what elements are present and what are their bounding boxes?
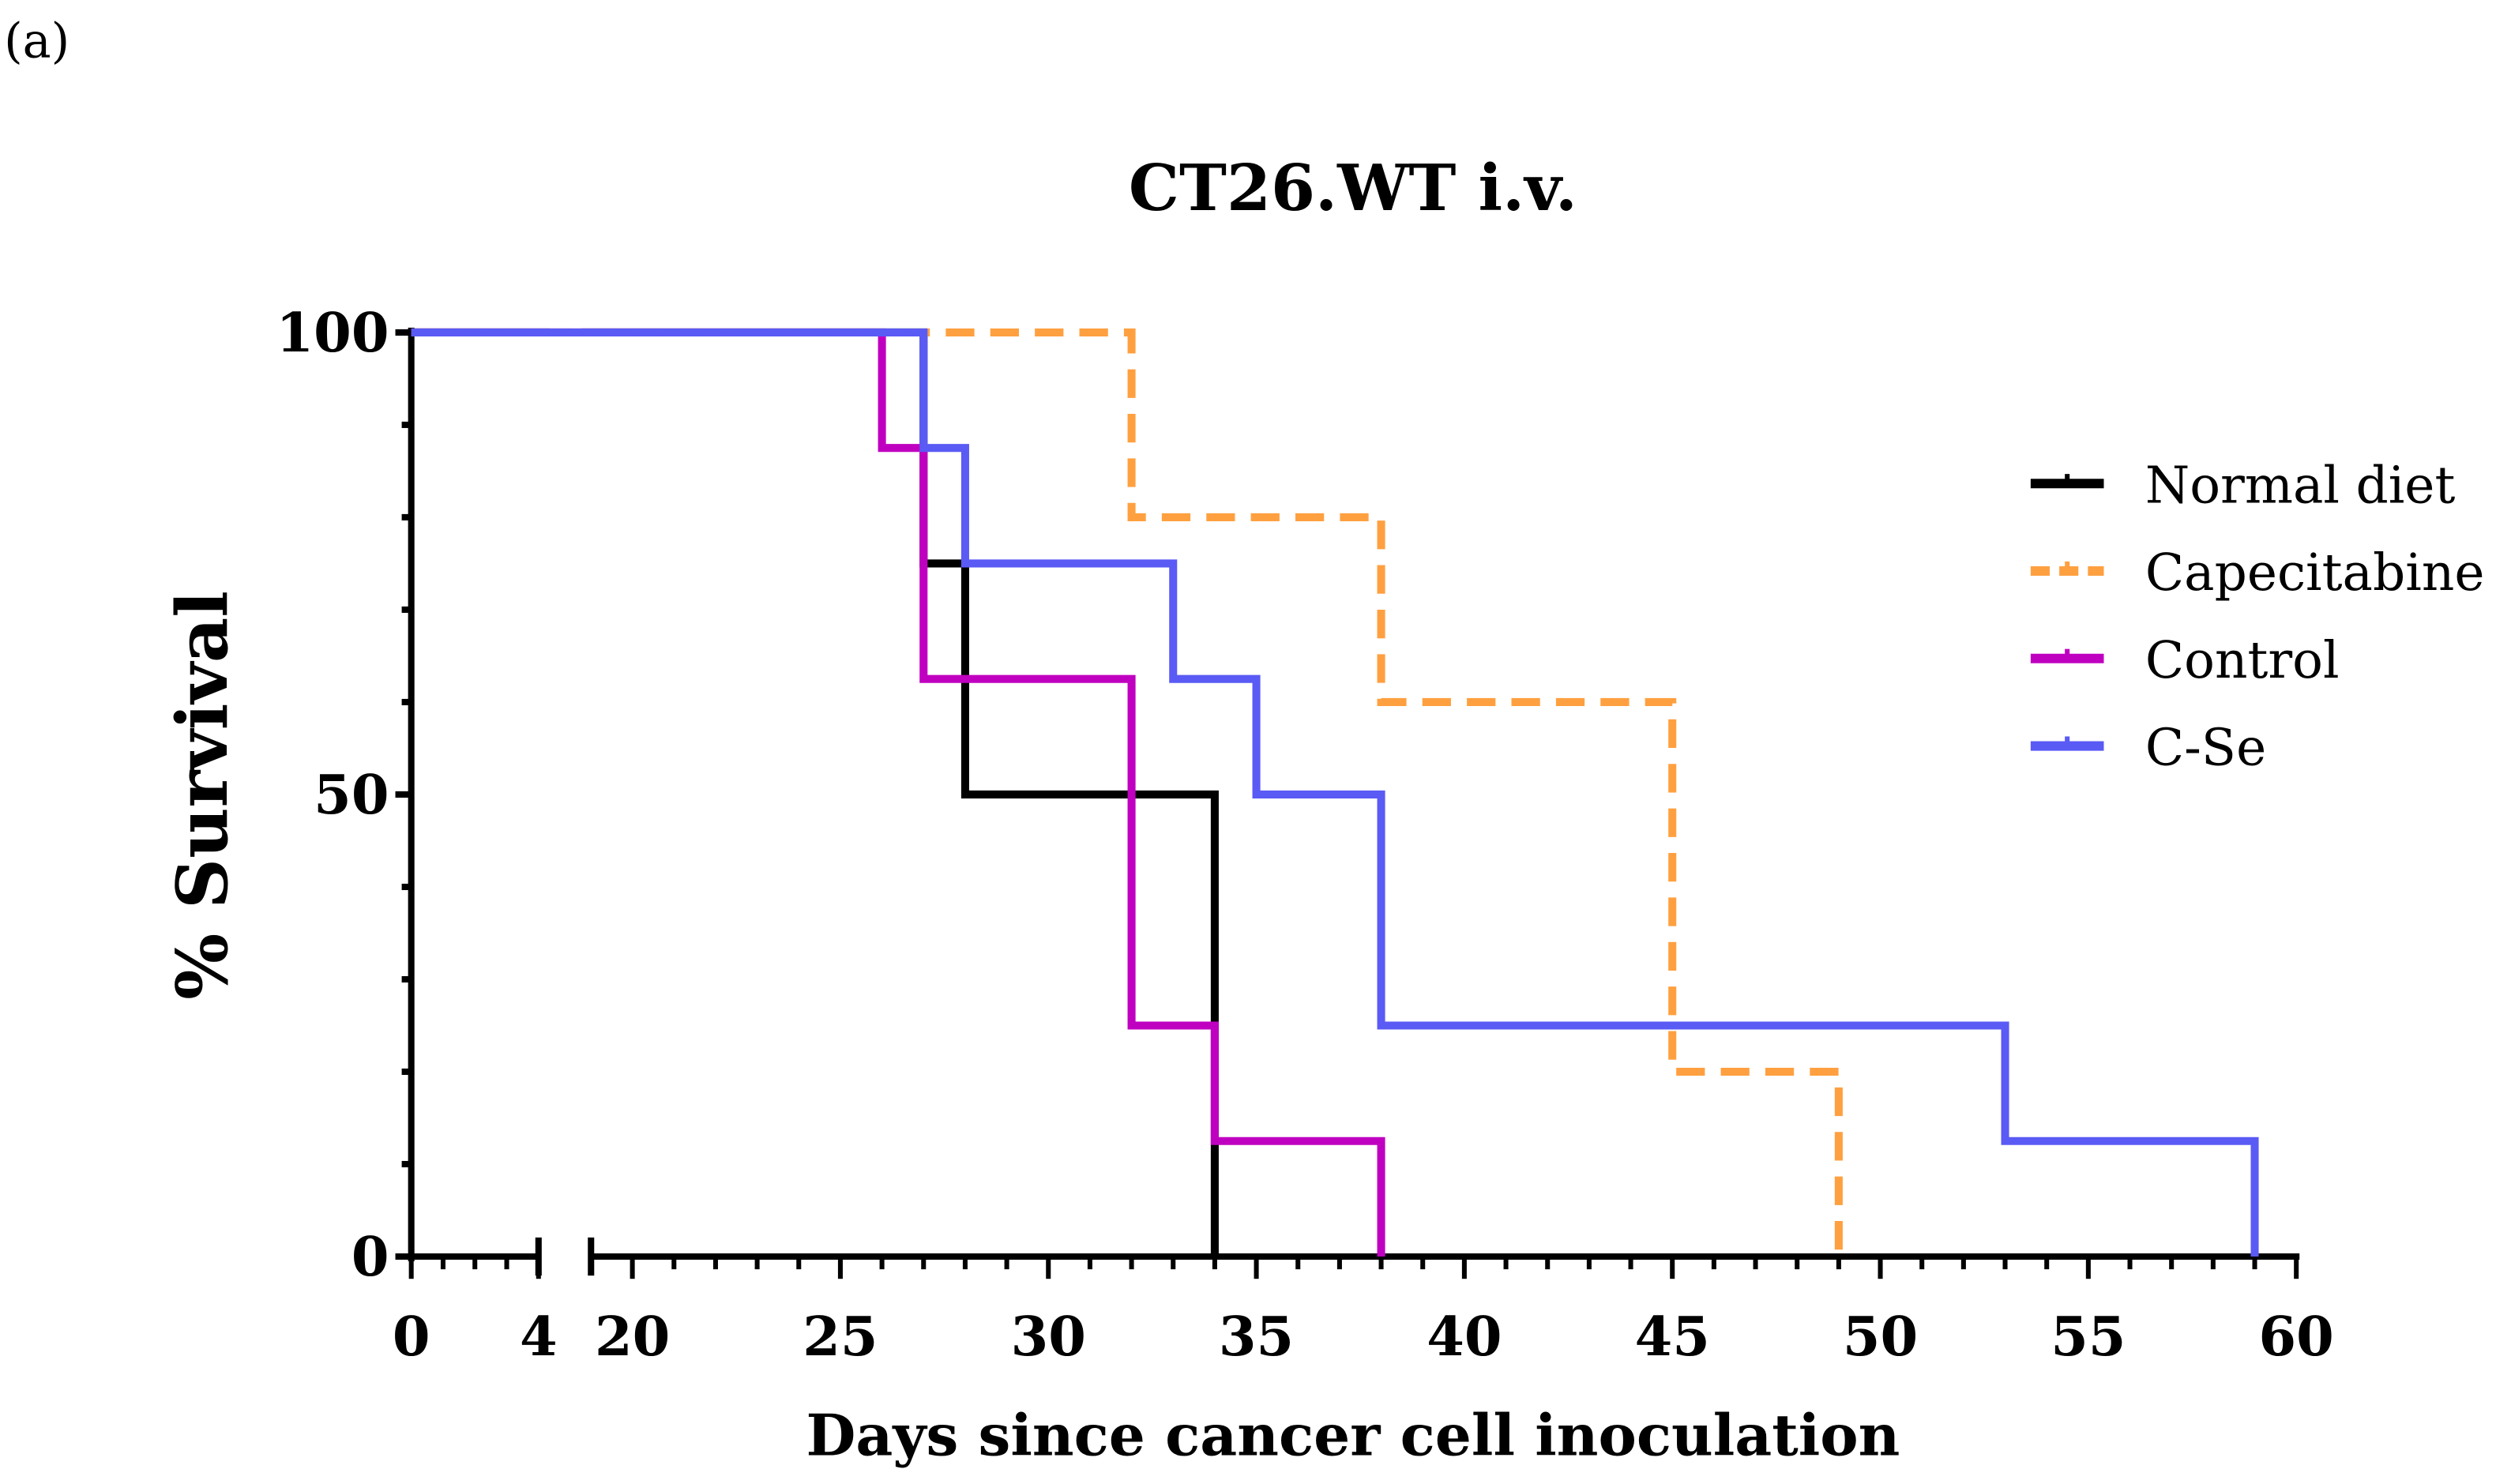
series-line-capecitabine — [411, 328, 1843, 1257]
panel-label: (a) — [4, 14, 70, 70]
x-tick-label: 55 — [2051, 1306, 2126, 1369]
series-line-c-se — [411, 328, 2259, 1257]
y-tick-label: 50 — [314, 764, 389, 827]
y-tick-label: 0 — [351, 1226, 389, 1289]
series-line-normal-diet — [581, 328, 1219, 1257]
x-tick-label: 30 — [1011, 1306, 1086, 1369]
x-tick-label: 50 — [1843, 1306, 1918, 1369]
x-tick-label: 40 — [1427, 1306, 1502, 1369]
y-tick-label: 100 — [276, 302, 389, 365]
x-tick-label: 4 — [520, 1306, 558, 1369]
x-tick-label: 20 — [595, 1306, 670, 1369]
legend-label-control: Control — [2145, 631, 2340, 690]
x-tick-label: 0 — [393, 1306, 430, 1369]
x-tick-label: 25 — [803, 1306, 878, 1369]
series-line-control — [411, 328, 1385, 1257]
legend-label-capecitabine: Capecitabine — [2145, 543, 2485, 603]
legend-label-c-se: C-Se — [2145, 719, 2266, 778]
y-axis-label: % Survival — [161, 591, 243, 1000]
x-tick-label: 60 — [2259, 1306, 2334, 1369]
chart-title: CT26.WT i.v. — [1129, 150, 1577, 225]
x-axis-label: Days since cancer cell inoculation — [806, 1403, 1900, 1470]
x-tick-label: 35 — [1219, 1306, 1294, 1369]
x-tick-label: 45 — [1635, 1306, 1710, 1369]
legend-label-normal-diet: Normal diet — [2145, 456, 2456, 515]
